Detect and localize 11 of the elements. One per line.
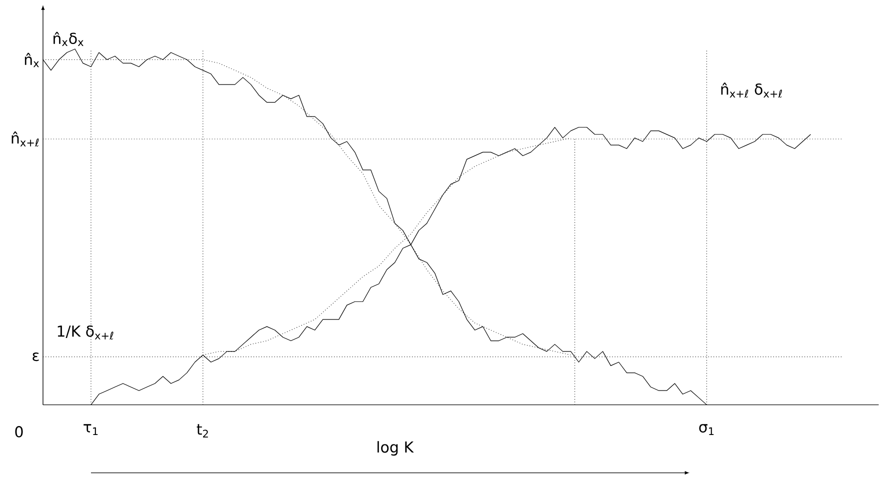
x-tick-label: t$_{2}$ xyxy=(196,424,208,438)
ref-line-label: n̂$_{x+ℓ}$ xyxy=(12,132,39,147)
text: log K xyxy=(378,441,414,456)
annotation: 1/K δ$_{x+ℓ}$ xyxy=(58,326,114,340)
text: n̂$_{x}$ xyxy=(24,53,39,68)
text: n̂$_{x+ℓ}$ δ$_{x+ℓ}$ xyxy=(721,82,782,98)
text: 0 xyxy=(15,426,23,438)
x-tick-label: τ$_{1}$ xyxy=(84,424,98,436)
ref-line-label: ε xyxy=(32,352,39,362)
x-tick-label: σ$_{1}$ xyxy=(699,424,714,436)
series-label: n̂$_{x}$δ$_{x}$ xyxy=(54,32,84,46)
